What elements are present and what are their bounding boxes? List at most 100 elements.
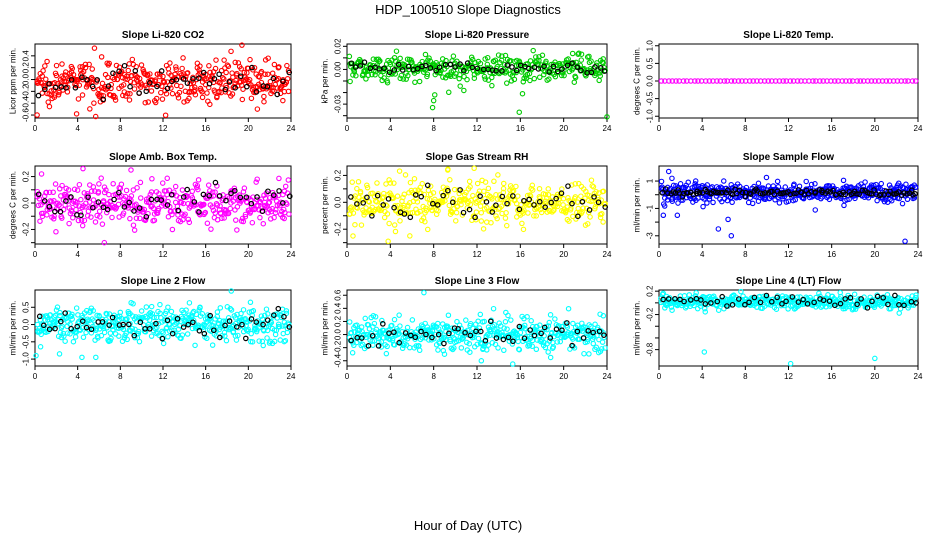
data-point xyxy=(538,209,545,216)
data-point xyxy=(381,214,388,221)
black-point xyxy=(759,191,766,197)
data-point xyxy=(148,88,155,94)
black-point xyxy=(820,297,827,304)
y-axis-label: ml/min per min. xyxy=(633,301,642,356)
x-tick-label: 0 xyxy=(657,124,662,133)
data-point xyxy=(223,337,230,344)
black-point xyxy=(595,199,602,206)
black-point xyxy=(116,322,123,328)
x-tick-label: 8 xyxy=(118,250,123,259)
black-point xyxy=(200,191,207,198)
data-point xyxy=(212,210,219,216)
data-point xyxy=(271,61,278,68)
data-point xyxy=(810,78,816,84)
data-point xyxy=(260,220,267,227)
data-point xyxy=(37,218,43,224)
black-point xyxy=(736,296,742,302)
x-tick-label: 0 xyxy=(345,250,350,259)
data-point xyxy=(846,78,853,84)
data-point xyxy=(90,184,97,190)
data-point xyxy=(516,346,523,353)
data-point xyxy=(232,59,238,66)
data-point xyxy=(735,78,742,84)
black-point xyxy=(154,83,160,90)
data-point xyxy=(46,103,53,110)
data-point xyxy=(133,215,140,221)
data-point xyxy=(35,202,42,209)
y-tick-label: -0.2 xyxy=(334,340,343,354)
data-point xyxy=(254,106,261,112)
black-point xyxy=(783,298,789,305)
data-point xyxy=(183,307,189,313)
data-point xyxy=(176,208,182,215)
data-point xyxy=(588,323,594,330)
data-point xyxy=(902,78,908,84)
data-point xyxy=(534,58,540,64)
data-point xyxy=(101,184,108,190)
data-point xyxy=(816,290,822,297)
data-point xyxy=(62,72,68,78)
data-point xyxy=(495,52,502,58)
data-point xyxy=(387,180,394,186)
black-point xyxy=(418,193,425,200)
y-tick-label: -0.2 xyxy=(22,222,31,236)
y-tick-label: -1.0 xyxy=(22,352,31,366)
data-point xyxy=(482,76,488,82)
data-point xyxy=(219,215,225,222)
y-tick-label: -0.5 xyxy=(22,334,31,348)
data-point xyxy=(206,63,212,69)
black-point xyxy=(249,64,255,71)
data-point xyxy=(192,91,199,98)
data-point xyxy=(348,204,354,210)
black-point xyxy=(440,192,446,199)
black-point xyxy=(812,190,819,196)
data-point xyxy=(417,208,423,215)
data-point xyxy=(212,189,218,195)
black-point xyxy=(559,327,565,334)
outlier-point xyxy=(228,288,235,294)
data-point xyxy=(82,64,89,71)
data-point xyxy=(387,336,393,343)
black-point xyxy=(880,294,886,301)
data-point xyxy=(505,312,511,319)
outlier-point xyxy=(701,349,708,355)
data-point xyxy=(230,328,237,335)
data-point xyxy=(128,193,135,199)
x-tick-label: 20 xyxy=(244,124,253,133)
data-point xyxy=(477,203,484,209)
data-point xyxy=(148,303,155,310)
data-point xyxy=(350,233,356,239)
data-point xyxy=(87,106,93,112)
black-point xyxy=(757,299,764,306)
x-tick-label: 8 xyxy=(743,124,748,133)
data-point xyxy=(600,219,606,225)
data-point xyxy=(235,332,241,339)
black-point xyxy=(137,319,144,326)
black-point xyxy=(180,194,187,200)
data-point xyxy=(598,346,605,352)
y-tick-label: 0.4 xyxy=(22,50,31,62)
black-point xyxy=(286,193,293,200)
data-point xyxy=(349,350,356,356)
data-point xyxy=(458,201,464,208)
outlier-point xyxy=(34,112,40,118)
black-point xyxy=(85,194,91,200)
black-point xyxy=(381,65,387,72)
data-point xyxy=(90,197,97,203)
x-tick-label: 16 xyxy=(827,124,836,133)
data-point xyxy=(566,218,572,224)
data-point xyxy=(115,325,122,332)
black-point xyxy=(762,190,769,196)
black-point xyxy=(489,67,496,73)
y-tick-label: 0.02 xyxy=(334,38,343,54)
data-point xyxy=(366,199,373,205)
data-point xyxy=(145,99,152,105)
data-point xyxy=(422,218,428,225)
black-point xyxy=(271,312,277,319)
data-point xyxy=(207,101,213,108)
data-point xyxy=(170,313,176,320)
outlier-point xyxy=(872,355,878,362)
data-point xyxy=(450,196,456,202)
data-point xyxy=(531,213,537,219)
